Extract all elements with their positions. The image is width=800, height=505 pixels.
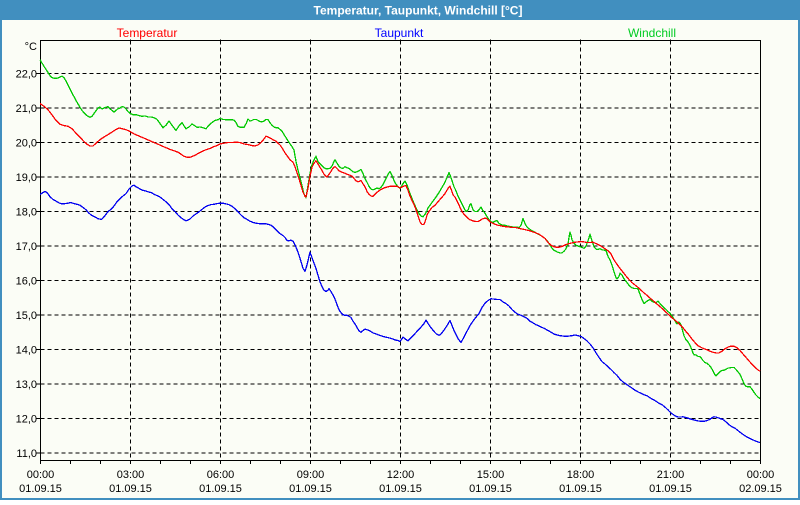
svg-text:03:00: 03:00 <box>117 469 145 481</box>
svg-text:11,0: 11,0 <box>16 448 37 460</box>
svg-text:20,0: 20,0 <box>16 138 37 150</box>
svg-text:09:00: 09:00 <box>297 469 325 481</box>
svg-text:01.09.15: 01.09.15 <box>469 483 512 495</box>
svg-text:06:00: 06:00 <box>207 469 235 481</box>
svg-text:12,0: 12,0 <box>16 414 37 426</box>
svg-text:22,0: 22,0 <box>16 69 37 81</box>
svg-text:17,0: 17,0 <box>16 241 37 253</box>
svg-text:12:00: 12:00 <box>387 469 415 481</box>
svg-text:Temperatur, Taupunkt, Windchil: Temperatur, Taupunkt, Windchill [°C] <box>314 4 523 18</box>
svg-text:Taupunkt: Taupunkt <box>375 26 424 40</box>
svg-text:16,0: 16,0 <box>16 276 37 288</box>
svg-text:01.09.15: 01.09.15 <box>289 483 332 495</box>
svg-text:01.09.15: 01.09.15 <box>559 483 602 495</box>
svg-text:21:00: 21:00 <box>657 469 685 481</box>
svg-text:15,0: 15,0 <box>16 310 37 322</box>
svg-text:01.09.15: 01.09.15 <box>109 483 152 495</box>
svg-text:21,0: 21,0 <box>16 103 37 115</box>
svg-text:00:00: 00:00 <box>747 469 775 481</box>
svg-text:01.09.15: 01.09.15 <box>19 483 62 495</box>
svg-text:18:00: 18:00 <box>567 469 595 481</box>
svg-text:01.09.15: 01.09.15 <box>199 483 242 495</box>
svg-text:01.09.15: 01.09.15 <box>649 483 692 495</box>
svg-text:19,0: 19,0 <box>16 172 37 184</box>
svg-text:01.09.15: 01.09.15 <box>379 483 422 495</box>
svg-text:°C: °C <box>25 41 37 53</box>
svg-text:Temperatur: Temperatur <box>117 26 178 40</box>
svg-text:13,0: 13,0 <box>16 379 37 391</box>
svg-text:00:00: 00:00 <box>27 469 55 481</box>
svg-text:Windchill: Windchill <box>628 26 676 40</box>
svg-text:15:00: 15:00 <box>477 469 505 481</box>
svg-text:14,0: 14,0 <box>16 345 37 357</box>
svg-text:18,0: 18,0 <box>16 207 37 219</box>
svg-text:02.09.15: 02.09.15 <box>739 483 782 495</box>
